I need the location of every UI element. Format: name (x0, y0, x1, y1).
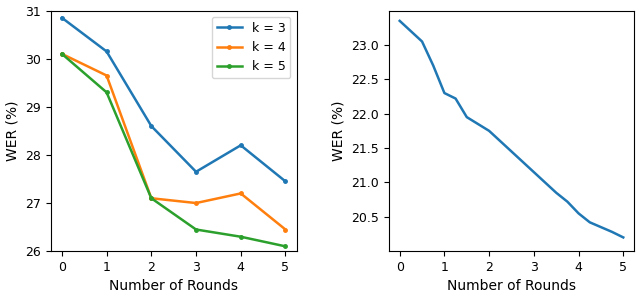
X-axis label: Number of Rounds: Number of Rounds (447, 280, 576, 293)
k = 4 (58, 52, 66, 56)
k = 4 (147, 196, 155, 200)
k = 4 (282, 228, 289, 231)
Y-axis label: WER (%): WER (%) (6, 100, 20, 161)
k = 3 (103, 50, 111, 53)
k = 3 (192, 170, 200, 173)
k = 5 (147, 196, 155, 200)
k = 5 (282, 245, 289, 248)
k = 5 (237, 235, 244, 239)
Y-axis label: WER (%): WER (%) (332, 100, 346, 161)
Line: k = 3: k = 3 (60, 16, 287, 183)
k = 3 (282, 180, 289, 183)
k = 4 (237, 192, 244, 195)
X-axis label: Number of Rounds: Number of Rounds (109, 280, 238, 293)
Line: k = 4: k = 4 (60, 52, 287, 231)
k = 3 (147, 124, 155, 128)
k = 5 (192, 228, 200, 231)
k = 3 (237, 144, 244, 147)
k = 4 (192, 201, 200, 205)
k = 3 (58, 16, 66, 19)
k = 5 (58, 52, 66, 56)
k = 4 (103, 74, 111, 77)
Legend: k = 3, k = 4, k = 5: k = 3, k = 4, k = 5 (211, 17, 291, 78)
k = 5 (103, 91, 111, 94)
Line: k = 5: k = 5 (60, 52, 287, 248)
